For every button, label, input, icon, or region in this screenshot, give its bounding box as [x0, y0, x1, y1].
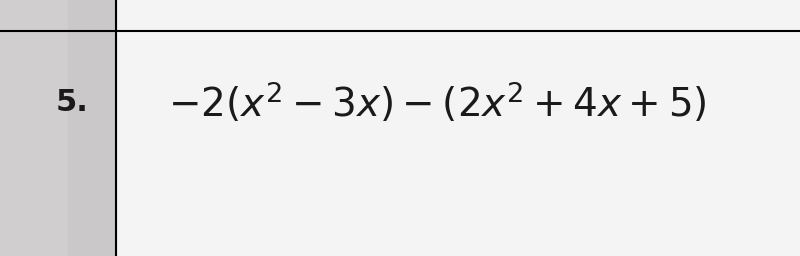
Text: 5.: 5.: [55, 88, 89, 117]
Bar: [68, 0, 116, 256]
Bar: [0, 0, 68, 256]
Text: $- 2(x^2 - 3x) - (2x^2 + 4x + 5)$: $- 2(x^2 - 3x) - (2x^2 + 4x + 5)$: [168, 80, 706, 125]
